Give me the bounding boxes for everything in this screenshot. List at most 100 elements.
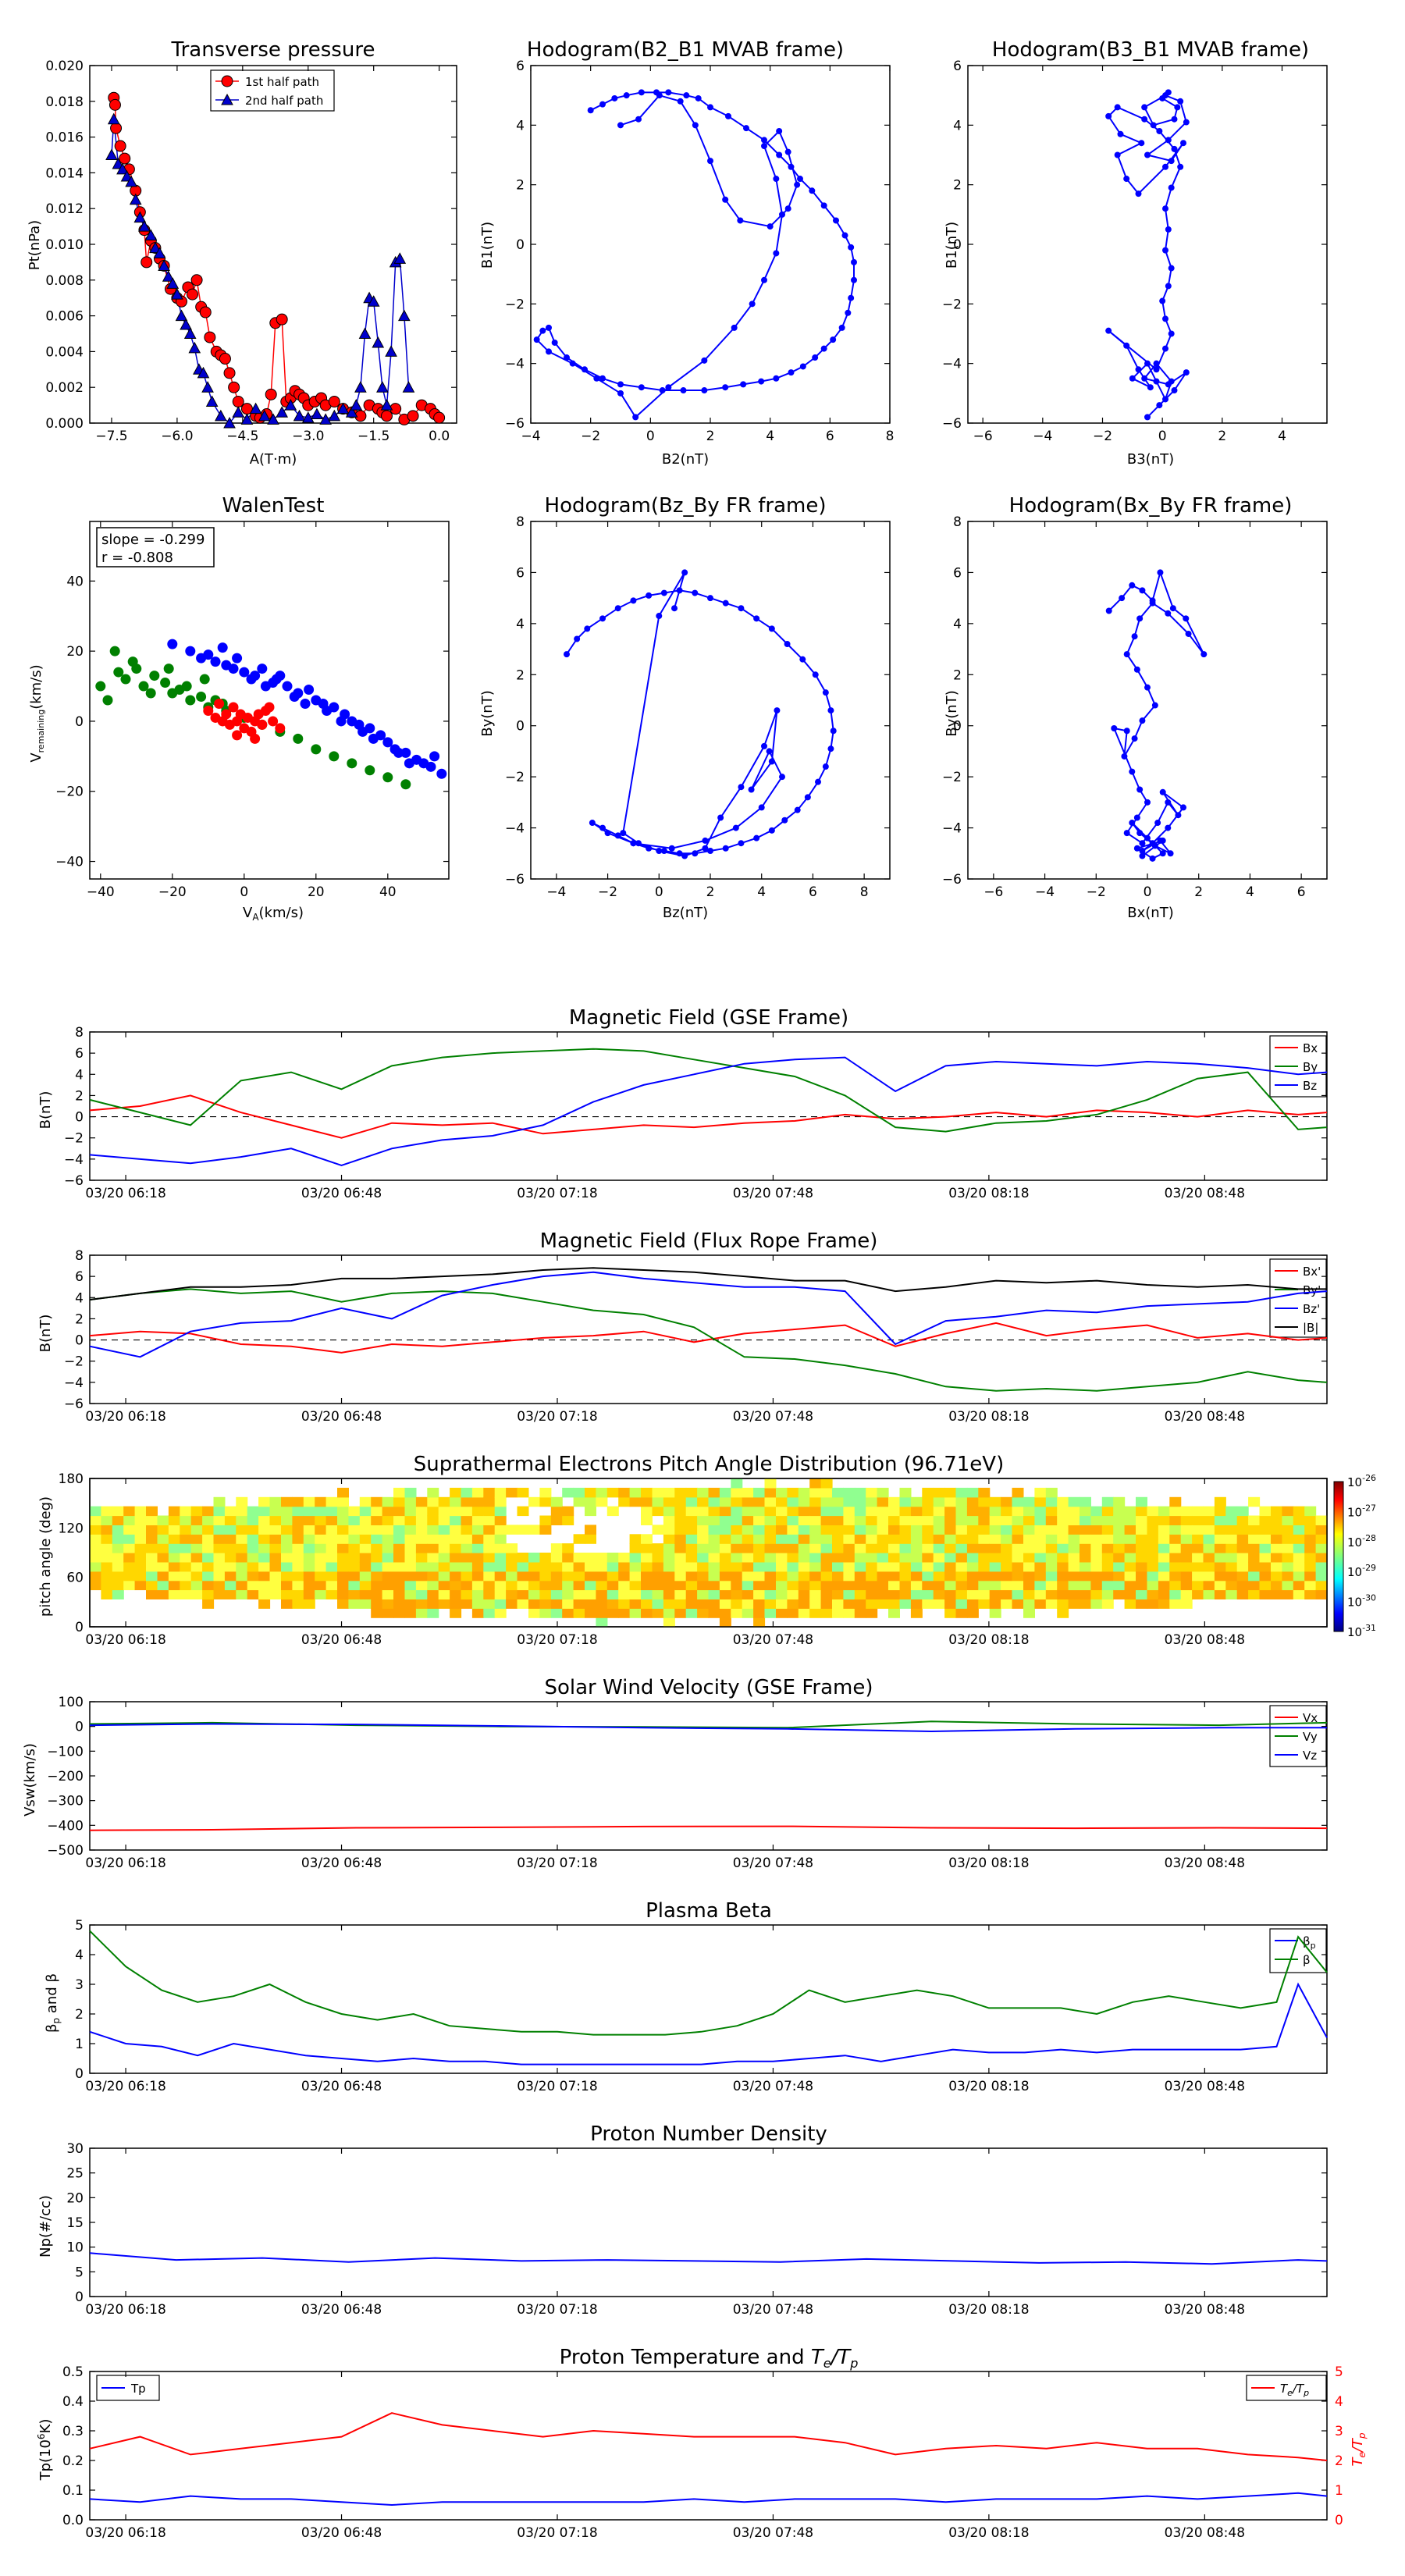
vsw-ytick-label: 100 [59,1695,84,1710]
pad-cell [1034,1496,1047,1507]
pad-colorbar-exponent: -31 [1362,1623,1376,1633]
pad-cell [663,1580,675,1591]
pad-cell [427,1599,439,1609]
pad-cell [854,1608,866,1618]
walen-xtick-label: 40 [379,884,397,900]
pad-cell [731,1589,743,1599]
pad-cell [1136,1506,1147,1517]
pad-cell [955,1589,968,1599]
pad-cell [888,1599,900,1609]
walen-point-series-1 [368,733,379,744]
pad-cell [371,1515,383,1525]
pad-cell [685,1515,698,1525]
h2-xtick-label: −6 [973,429,993,444]
pad-cell [1180,1571,1193,1582]
pad-cell [1271,1561,1282,1572]
beta-legend: βp β [1269,1928,1327,1973]
pad-cell [1282,1515,1294,1525]
pad-cell [1045,1515,1058,1525]
pad-cell [1203,1525,1215,1535]
pad-cell [438,1534,450,1544]
pad-cell [674,1561,687,1572]
pad-cell [494,1599,507,1609]
pad-cell [528,1525,540,1535]
h1-point [799,363,806,370]
pad-cell [247,1543,259,1553]
pad-cell [157,1543,169,1553]
beta-frame [89,1924,1328,2074]
pad-cell [550,1580,563,1591]
pad-cell [1259,1553,1272,1563]
pad-cell [325,1580,338,1591]
h3-xtick-label: 0 [655,884,663,900]
np-title: Proton Number Density [590,2122,827,2146]
h2-ylabel: B1(nT) [944,222,960,269]
pad-cell [224,1589,237,1599]
pad-cell [1113,1525,1126,1535]
pt-point-1st-half [228,381,240,393]
pad-cell [1034,1580,1047,1591]
pad-cell [1136,1580,1147,1591]
pad-cell [753,1515,766,1525]
h4-point [1169,605,1176,612]
pad-cell [933,1506,945,1517]
pad-cell [910,1580,923,1591]
pad-cell [708,1515,720,1525]
pad-cell [168,1561,180,1572]
tp-ylabel: Tp(106K) [36,2419,54,2482]
pt-ytick-label: 0.018 [45,94,84,110]
pt-point-2nd-half [350,399,363,411]
pad-cell [1113,1589,1126,1599]
pad-cell [550,1506,563,1517]
vsw-ytick-label: −400 [47,1818,84,1834]
pt-ytick-label: 0.000 [45,416,84,432]
pt-point-2nd-half [133,211,147,223]
tp-xtick-label: 03/20 08:18 [948,2525,1029,2541]
pad-cell [1225,1580,1238,1591]
pad-cell [1090,1589,1103,1599]
pad-cell [315,1553,327,1563]
walen-point-series-1 [210,656,221,667]
h1-point [820,345,827,352]
pad-cell [1101,1571,1114,1582]
pad-cell [910,1496,923,1507]
pad-cell [325,1571,338,1582]
h4-point [1159,788,1166,795]
pad-cell [877,1571,889,1582]
pad-cell [1271,1534,1282,1544]
pad-cell [719,1515,731,1525]
pad-cell [371,1599,383,1609]
h1-point [623,92,630,99]
walen-point-series-1 [400,747,411,758]
h3-point [753,834,760,841]
pad-cell [685,1496,698,1507]
pt-point-2nd-half [367,295,380,307]
pad-cell [1180,1599,1193,1609]
pad-cell [292,1496,304,1507]
pad-cell [776,1561,788,1572]
pad-cell [832,1515,844,1525]
walen-point-series-3 [228,702,239,713]
pad-cell [1169,1515,1182,1525]
h4-point [1165,610,1172,617]
h4-point [1175,812,1182,819]
h3-point [766,748,773,755]
pad-cell [742,1599,754,1609]
h1-point [767,223,774,230]
bfr-ytick-label: 2 [75,1311,84,1327]
beta-xtick-label: 03/20 08:48 [1165,2079,1245,2094]
pad-cell [832,1496,844,1507]
pad-cell [697,1496,710,1507]
pt-ytick-label: 0.014 [45,165,84,181]
h3-point [768,827,775,834]
h4-point [1136,786,1144,793]
pad-cell [832,1608,844,1618]
h1-xtick-label: 6 [826,429,834,444]
pad-cell [190,1534,203,1544]
pad-cell [303,1571,315,1582]
h3-point [630,840,637,847]
pad-cell [450,1487,462,1498]
pad-cell [292,1553,304,1563]
pad-cell [1304,1534,1317,1544]
pad-cell [652,1571,664,1582]
